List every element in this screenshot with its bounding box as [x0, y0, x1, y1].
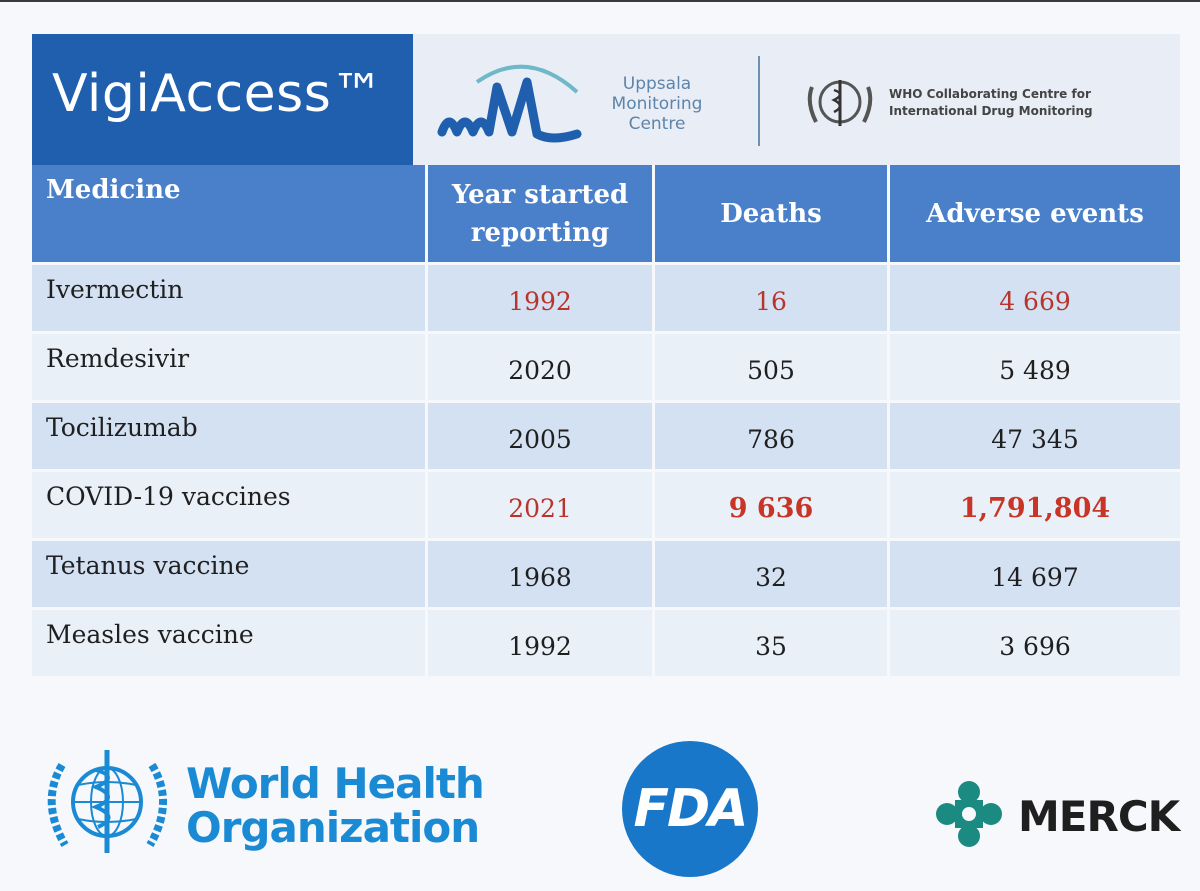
- col-adverse-events-header: Adverse events: [890, 165, 1180, 265]
- table-row: COVID-19 vaccines 2021 9 636 1,791,804: [32, 472, 1180, 541]
- deaths-cell: 9 636: [655, 472, 890, 541]
- year-cell: 2005: [428, 403, 655, 472]
- col-deaths-header: Deaths: [655, 165, 890, 265]
- table-row: Tocilizumab 2005 786 47 345: [32, 403, 1180, 472]
- who-emblem-icon: [47, 750, 167, 853]
- who-name-line-1: World Health: [186, 759, 485, 808]
- table-row: Tetanus vaccine 1968 32 14 697: [32, 541, 1180, 610]
- year-cell: 1992: [428, 610, 655, 679]
- medicine-cell: COVID-19 vaccines: [32, 472, 428, 541]
- who-collaborating-centre: WHO Collaborating Centre for Internation…: [889, 86, 1159, 120]
- col-year-header-line-1: Year started: [451, 179, 629, 210]
- adverse-events-cell: 5 489: [890, 334, 1180, 403]
- vigiaccess-brand: VigiAccess™: [32, 34, 413, 165]
- umc-line-1: Uppsala: [622, 74, 692, 94]
- deaths-cell: 786: [655, 403, 890, 472]
- adverse-events-cell: 1,791,804: [890, 472, 1180, 541]
- col-medicine-header: Medicine: [32, 165, 428, 265]
- who-cc-line-2: International Drug Monitoring: [889, 104, 1093, 118]
- adverse-events-cell: 47 345: [890, 403, 1180, 472]
- who-name-line-2: Organization: [186, 803, 480, 852]
- fda-logo-icon: FDA: [622, 741, 758, 877]
- who-cc-line-1: WHO Collaborating Centre for: [889, 87, 1091, 101]
- who-emblem-icon: [807, 80, 873, 126]
- year-cell: 2020: [428, 334, 655, 403]
- medicine-cell: Measles vaccine: [32, 610, 428, 679]
- year-cell: 1968: [428, 541, 655, 610]
- year-cell: 1992: [428, 265, 655, 334]
- header-band: VigiAccess™ Uppsala Monitoring Centre WH…: [32, 34, 1180, 165]
- who-organization-name: World Health Organization: [186, 759, 485, 852]
- umc-line-2: Monitoring: [611, 94, 703, 114]
- medicine-cell: Tocilizumab: [32, 403, 428, 472]
- col-year-header-line-2: reporting: [470, 217, 610, 248]
- merck-logo-icon: [936, 781, 1002, 847]
- merck-name: MERCK: [1018, 792, 1180, 841]
- adverse-events-cell: 3 696: [890, 610, 1180, 679]
- deaths-cell: 35: [655, 610, 890, 679]
- deaths-cell: 32: [655, 541, 890, 610]
- year-cell: 2021: [428, 472, 655, 541]
- medicine-cell: Remdesivir: [32, 334, 428, 403]
- table-row: Ivermectin 1992 16 4 669: [32, 265, 1180, 334]
- data-table: Medicine Year started reporting Deaths A…: [32, 165, 1180, 679]
- table-row: Measles vaccine 1992 35 3 696: [32, 610, 1180, 679]
- deaths-cell: 16: [655, 265, 890, 334]
- umc-logo-icon: [437, 64, 582, 143]
- top-border: [0, 0, 1200, 2]
- medicine-cell: Tetanus vaccine: [32, 541, 428, 610]
- table-header-row: Medicine Year started reporting Deaths A…: [32, 165, 1180, 265]
- fda-text: FDA: [633, 779, 749, 839]
- medicine-cell: Ivermectin: [32, 265, 428, 334]
- table-row: Remdesivir 2020 505 5 489: [32, 334, 1180, 403]
- header-divider: [758, 56, 760, 146]
- deaths-cell: 505: [655, 334, 890, 403]
- adverse-events-cell: 4 669: [890, 265, 1180, 334]
- umc-name: Uppsala Monitoring Centre: [592, 74, 722, 134]
- umc-line-3: Centre: [628, 114, 686, 134]
- col-year-header: Year started reporting: [428, 165, 655, 265]
- adverse-events-cell: 14 697: [890, 541, 1180, 610]
